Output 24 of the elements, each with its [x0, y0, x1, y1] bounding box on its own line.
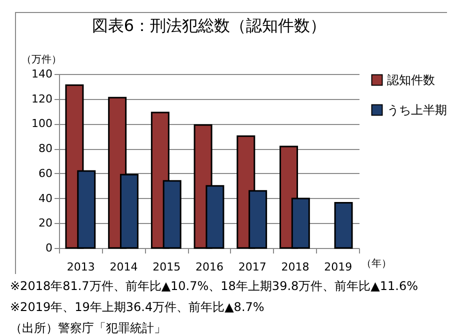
x-tick-label: 2016 [196, 260, 224, 274]
text: ※2019年、19年上期36.4万件、前年比▲8.7% [10, 299, 266, 316]
text: （出所）警察庁「犯罪統計」 [10, 320, 167, 336]
x-tick-label: 2013 [66, 260, 95, 274]
text: ※2018年81.7万件、前年比▲10.7%、18年上期39.8万件、前年比▲11.6% [10, 278, 418, 295]
y-tick-label: 100 [32, 117, 52, 130]
bar [334, 202, 353, 249]
y-tick-label: 60 [38, 166, 52, 180]
x-tick-label: 2017 [238, 260, 266, 274]
x-tick-label: 2018 [281, 260, 310, 274]
x-tick-label: 2019 [324, 260, 352, 274]
y-tick-label: 40 [38, 192, 52, 205]
x-tick-label: 2015 [152, 260, 181, 274]
y-tick-label: 140 [32, 68, 52, 80]
y-tick-label: 0 [46, 242, 52, 254]
x-axis-title: （年） [362, 258, 392, 270]
legend-label: 認知件数 [387, 73, 435, 87]
legend-label: うち上半期 [387, 103, 447, 117]
y-axis-title: （万件） [22, 54, 62, 66]
y-tick-label: 20 [38, 216, 52, 230]
chart-title: 図表6：刑法犯総数（認知件数） [92, 16, 326, 35]
y-tick-label: 120 [32, 92, 52, 106]
y-tick-label: 80 [38, 142, 52, 156]
x-tick-label: 2014 [110, 260, 138, 274]
